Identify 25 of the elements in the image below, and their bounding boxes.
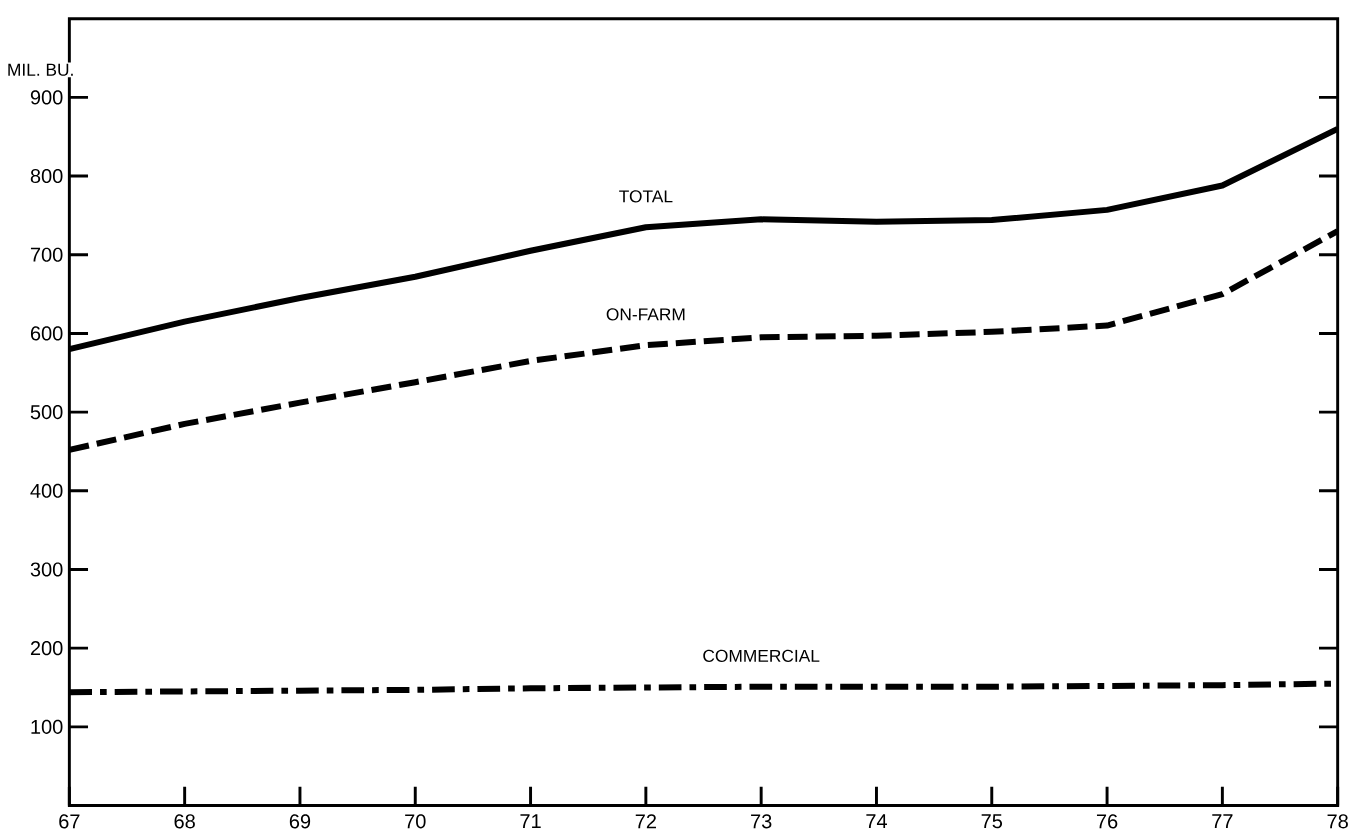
y-tick-label: 400	[30, 483, 63, 498]
x-tick-label: 71	[520, 814, 541, 828]
y-tick-label: 200	[30, 640, 63, 656]
x-tick-label: 78	[1327, 814, 1348, 829]
x-tick-label: 68	[174, 814, 195, 829]
y-tick-label: 600	[30, 326, 63, 341]
x-tick-label: 69	[289, 814, 311, 829]
x-tick-label: 72	[635, 814, 656, 829]
series-label: TOTAL	[619, 190, 673, 203]
x-tick-label: 73	[751, 814, 772, 829]
x-tick-label: 67	[59, 814, 80, 829]
x-tick-label: 76	[1096, 814, 1118, 829]
series-label: COMMERCIAL	[703, 649, 820, 662]
y-tick-label: 300	[30, 562, 63, 577]
y-axis-title: MIL. BU.	[8, 63, 73, 76]
x-tick-label: 77	[1212, 814, 1233, 828]
x-tick-label: 70	[405, 814, 426, 829]
y-tick-label: 900	[30, 90, 63, 105]
y-tick-label: 700	[30, 247, 63, 262]
y-tick-label: 800	[30, 168, 63, 184]
y-tick-label: 100	[31, 719, 63, 734]
x-tick-label: 75	[981, 814, 1003, 829]
y-tick-label: 500	[30, 404, 63, 420]
series-label: ON-FARM	[606, 308, 685, 321]
x-tick-label: 74	[866, 814, 887, 828]
